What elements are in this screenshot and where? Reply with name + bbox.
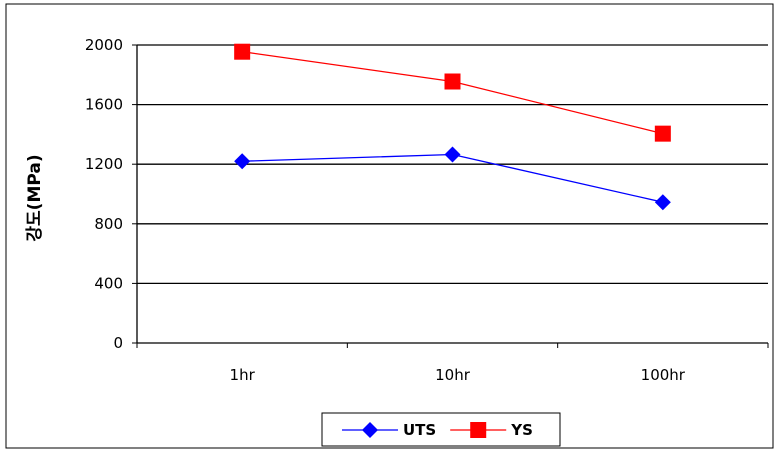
y-tick-labels: 0 400 800 1200 1600 2000 (85, 36, 123, 352)
legend-item: YS (450, 421, 533, 439)
data-point (234, 153, 251, 170)
legend: UTS YS (321, 412, 561, 447)
legend-items: UTS YS (342, 421, 533, 439)
x-tick-labels: 1hr 10hr 100hr (230, 366, 686, 384)
y-tick-label: 400 (94, 274, 123, 292)
data-point (234, 43, 251, 60)
data-point (444, 146, 461, 163)
legend-item: UTS (342, 421, 436, 439)
data-point (654, 125, 671, 142)
legend-marker (470, 422, 487, 438)
y-tick-label: 2000 (85, 36, 123, 54)
data-point (444, 73, 461, 90)
x-tick-label: 100hr (641, 366, 686, 384)
series-uts (234, 146, 671, 211)
legend-marker (362, 422, 378, 438)
axes (132, 44, 769, 348)
legend-label: YS (510, 421, 533, 439)
series-group (234, 43, 671, 211)
y-axis-label: 강도(MPa) (25, 154, 45, 241)
x-tick-label: 1hr (230, 366, 256, 384)
x-tick-label: 10hr (435, 366, 471, 384)
y-tick-label: 0 (113, 334, 123, 352)
legend-label: UTS (403, 421, 436, 439)
data-point (654, 194, 671, 211)
y-tick-label: 1600 (85, 96, 123, 114)
y-tick-label: 1200 (85, 155, 123, 173)
chart-frame (5, 3, 774, 449)
y-tick-label: 800 (94, 215, 123, 233)
series-ys (234, 43, 671, 142)
